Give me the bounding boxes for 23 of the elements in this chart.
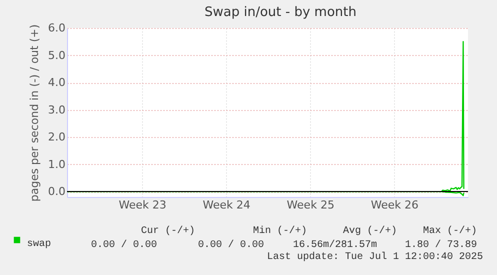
- text: Cur (-/+): [140, 225, 195, 237]
- text: Last update: Tue Jul 1 12:00:40 2025: [266, 251, 483, 263]
- y-tick-label: 4.0: [48, 76, 66, 90]
- y-tick-label: 6.0: [48, 22, 66, 34]
- text: 16.56m/281.57m: [292, 239, 377, 251]
- text: 1.80 / 73.89: [404, 239, 477, 251]
- text: Max (-/+): [422, 225, 477, 237]
- y-tick-label: 3.0: [48, 103, 66, 116]
- legend-label: swap: [27, 239, 52, 250]
- text: 0.00 / 0.00: [90, 239, 157, 251]
- x-tick-label: Week 25: [286, 198, 334, 212]
- y-tick-label: 2.0: [48, 130, 66, 144]
- x-tick-label: Week 23: [118, 198, 166, 212]
- y-tick-label: 1.0: [48, 158, 66, 171]
- x-tick-label: Week 24: [202, 198, 250, 212]
- chart-title: Swap in/out - by month: [204, 5, 356, 20]
- text: 0.00 / 0.00: [198, 239, 264, 251]
- text: Min (-/+): [252, 225, 307, 237]
- y-tick-label: 0.0: [48, 185, 66, 198]
- text: Avg (-/+): [342, 225, 397, 237]
- y-axis-title: pages per second in (-) / out (+): [28, 24, 42, 202]
- y-tick-label: 5.0: [48, 48, 66, 62]
- x-tick-label: Week 26: [370, 198, 418, 212]
